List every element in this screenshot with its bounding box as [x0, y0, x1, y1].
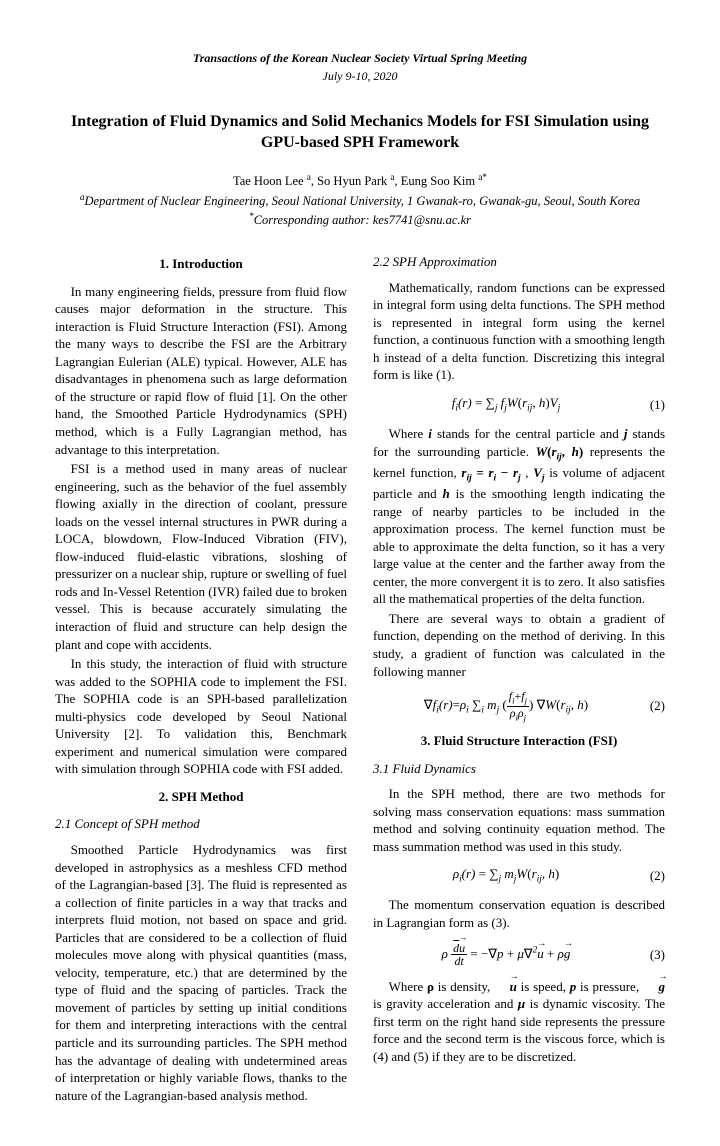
author-list: Tae Hoon Lee a, So Hyun Park a, Eung Soo…	[55, 172, 665, 190]
equation-momentum-number: (3)	[639, 946, 665, 964]
sph-approx-intro: Mathematically, random functions can be …	[373, 279, 665, 384]
subsection-2-2-heading: 2.2 SPH Approximation	[373, 253, 665, 271]
gradient-intro-para: There are several ways to obtain a gradi…	[373, 610, 665, 680]
equation-momentum: ρ dudt = −∇p + μ∇2u + ρg (3)	[373, 942, 665, 968]
equation-2-number: (2)	[639, 697, 665, 715]
equation-density-number: (2)	[639, 867, 665, 885]
momentum-terms-para: Where ρ is density, u is speed, p is pre…	[373, 978, 665, 1066]
intro-para-3: In this study, the interaction of fluid …	[55, 655, 347, 778]
kernel-explain-para: Where i stands for the central particle …	[373, 425, 665, 608]
equation-2: ∇fi(r)=ρi ∑i mj (fi+fjρiρj) ∇W(rij, h) (…	[373, 690, 665, 722]
right-column: 2.2 SPH Approximation Mathematically, ra…	[373, 245, 665, 1106]
left-column: 1. Introduction In many engineering fiel…	[55, 245, 347, 1106]
equation-1: fi(r) = ∑j fjW(rij, h)Vj (1)	[373, 394, 665, 415]
section-2-heading: 2. SPH Method	[55, 788, 347, 806]
intro-para-1: In many engineering fields, pressure fro…	[55, 283, 347, 458]
intro-para-2: FSI is a method used in many areas of nu…	[55, 460, 347, 653]
venue-line: Transactions of the Korean Nuclear Socie…	[55, 50, 665, 66]
paper-title: Integration of Fluid Dynamics and Solid …	[55, 112, 665, 154]
section-1-heading: 1. Introduction	[55, 255, 347, 273]
subsection-3-1-heading: 3.1 Fluid Dynamics	[373, 760, 665, 778]
section-3-heading: 3. Fluid Structure Interaction (FSI)	[373, 732, 665, 750]
momentum-intro: The momentum conservation equation is de…	[373, 896, 665, 931]
subsection-2-1-heading: 2.1 Concept of SPH method	[55, 815, 347, 833]
corresponding-author: *Corresponding author: kes7741@snu.ac.kr	[55, 211, 665, 229]
equation-1-number: (1)	[639, 396, 665, 414]
sph-concept-para: Smoothed Particle Hydrodynamics was firs…	[55, 841, 347, 1104]
fluid-dyn-intro: In the SPH method, there are two methods…	[373, 785, 665, 855]
date-line: July 9-10, 2020	[55, 68, 665, 84]
equation-density: ρi(r) = ∑j mjW(rij, h) (2)	[373, 865, 665, 886]
affiliation: aDepartment of Nuclear Engineering, Seou…	[55, 192, 665, 210]
